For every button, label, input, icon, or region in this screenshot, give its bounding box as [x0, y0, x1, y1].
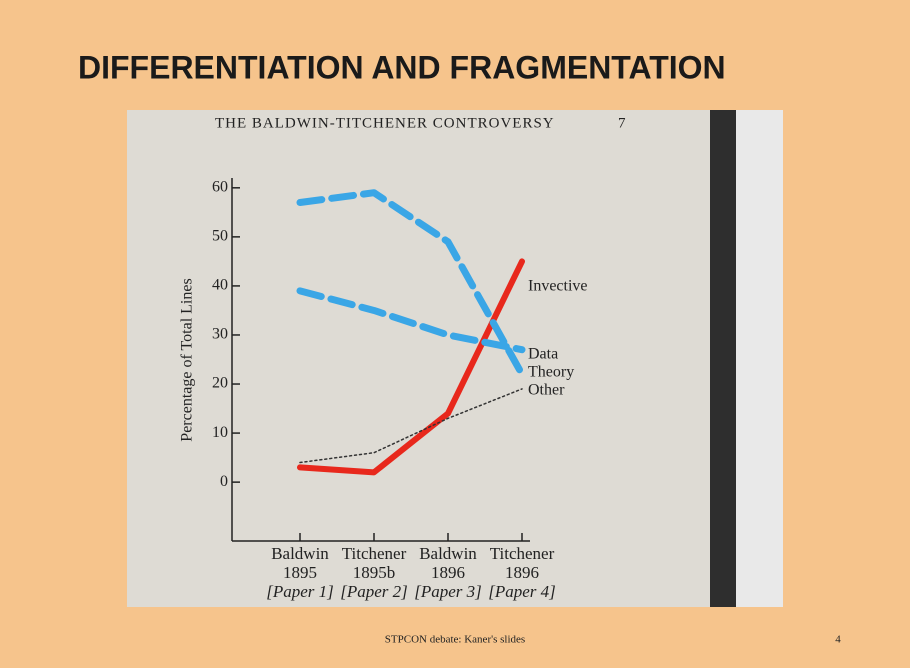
x-tick-label: 1896	[431, 563, 465, 582]
x-tick-label: [Paper 1]	[266, 582, 334, 601]
background-page	[736, 110, 783, 607]
y-tick-label: 20	[212, 375, 228, 392]
y-tick-label: 30	[212, 326, 228, 343]
series-line	[296, 189, 526, 378]
y-tick-label: 40	[212, 277, 228, 294]
y-tick-label: 60	[212, 178, 228, 195]
y-tick-label: 0	[220, 473, 228, 490]
running-header: THE BALDWIN-TITCHENER CONTROVERSY	[215, 115, 555, 131]
footer: STPCON debate: Kaner's slides	[385, 634, 525, 646]
x-tick-label: Baldwin	[271, 544, 329, 563]
x-tick-label: Titchener	[490, 544, 555, 563]
series-line	[296, 287, 526, 354]
x-tick-label: Baldwin	[419, 544, 477, 563]
x-tick-label: [Paper 3]	[414, 582, 482, 601]
book-gutter	[710, 110, 736, 607]
photo	[127, 110, 783, 607]
x-tick-label: [Paper 4]	[488, 582, 556, 601]
x-tick-label: [Paper 2]	[340, 582, 408, 601]
series-line	[297, 258, 525, 476]
y-axis-label: Percentage of Total Lines	[179, 278, 196, 441]
x-tick-label: 1896	[505, 563, 539, 582]
y-tick-label: 10	[212, 424, 228, 441]
series-line	[299, 388, 523, 464]
x-tick-label: 1895	[283, 563, 317, 582]
series-label: Other	[528, 382, 565, 399]
series-label: Data	[528, 346, 558, 363]
y-tick-label: 50	[212, 228, 228, 245]
slide-number: 4	[835, 634, 841, 646]
series-label: Theory	[528, 364, 574, 381]
slide-title: DIFFERENTIATION AND FRAGMENTATION	[78, 49, 726, 85]
x-tick-label: Titchener	[342, 544, 407, 563]
series-label: Invective	[528, 278, 588, 295]
x-tick-label: 1895b	[353, 563, 396, 582]
page-number: 7	[618, 115, 626, 131]
